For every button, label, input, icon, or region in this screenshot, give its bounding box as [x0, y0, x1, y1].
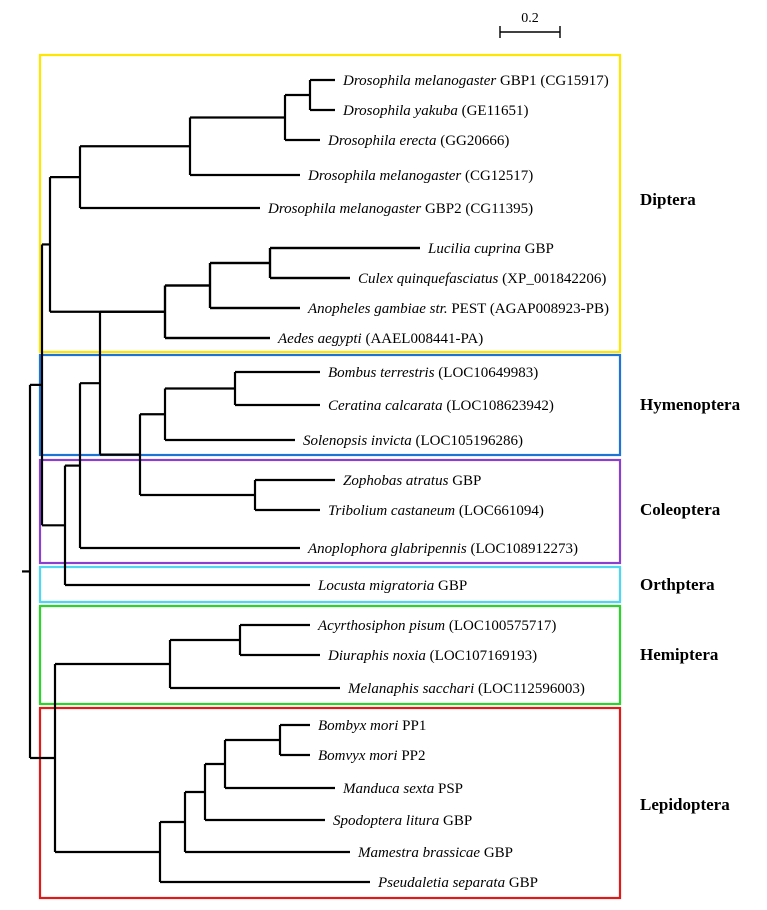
tip-label: Drosophila yakuba (GE11651) — [342, 103, 529, 119]
tip-label: Anopheles gambiae str. PEST (AGAP008923-… — [307, 301, 609, 317]
tip-label: Melanaphis sacchari (LOC112596003) — [347, 681, 585, 697]
tip-label: Locusta migratoria GBP — [317, 578, 467, 594]
group-label-hemiptera: Hemiptera — [640, 645, 719, 664]
group-label-lepidoptera: Lepidoptera — [640, 795, 730, 814]
tip-label: Lucilia cuprina GBP — [427, 241, 554, 257]
tip-labels: Drosophila melanogaster GBP1 (CG15917) Dr… — [267, 73, 609, 891]
scale-bar-label: 0.2 — [521, 11, 539, 26]
tip-label: Mamestra brassicae GBP — [357, 845, 513, 861]
group-labels: Diptera Hymenoptera Coleoptera Orthptera Hem… — [640, 190, 741, 814]
tip-label: Bomvyx mori PP2 — [318, 748, 426, 764]
tip-label: Drosophila melanogaster (CG12517) — [307, 168, 533, 184]
tip-label: Culex quinquefasciatus (XP_001842206) — [358, 271, 606, 287]
tip-label: Ceratina calcarata (LOC108623942) — [328, 398, 554, 414]
tip-label: Zophobas atratus GBP — [343, 473, 481, 489]
tip-label: Bombus terrestris (LOC10649983) — [328, 365, 538, 381]
tip-label: Aedes aegypti (AAEL008441-PA) — [277, 331, 483, 347]
group-label-orthptera: Orthptera — [640, 575, 715, 594]
group-label-diptera: Diptera — [640, 190, 696, 209]
scale-bar: 0.2 — [500, 11, 560, 38]
tip-label: Bombyx mori PP1 — [318, 718, 426, 734]
tip-label: Manduca sexta PSP — [342, 781, 463, 797]
group-box-lepidoptera — [40, 708, 620, 898]
group-label-coleoptera: Coleoptera — [640, 500, 721, 519]
tip-label: Drosophila melanogaster GBP2 (CG11395) — [267, 201, 533, 217]
tip-label: Drosophila erecta (GG20666) — [327, 133, 509, 149]
tip-label: Diuraphis noxia (LOC107169193) — [327, 648, 537, 664]
tip-label: Tribolium castaneum (LOC661094) — [328, 503, 544, 519]
tip-label: Pseudaletia separata GBP — [377, 875, 538, 891]
group-label-hymenoptera: Hymenoptera — [640, 395, 741, 414]
tip-label: Acyrthosiphon pisum (LOC100575717) — [317, 618, 556, 634]
tip-label: Anoplophora glabripennis (LOC108912273) — [307, 541, 578, 557]
tip-label: Spodoptera litura GBP — [333, 813, 472, 829]
tip-label: Drosophila melanogaster GBP1 (CG15917) — [342, 73, 609, 89]
tip-label: Solenopsis invicta (LOC105196286) — [303, 433, 523, 449]
